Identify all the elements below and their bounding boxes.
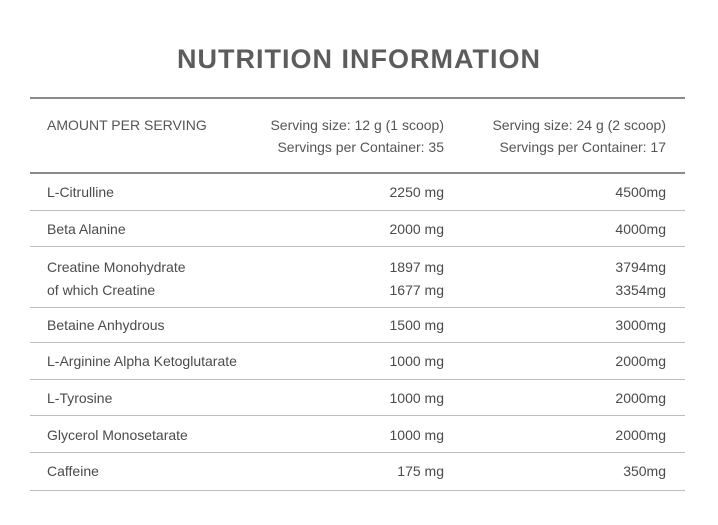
row-value-2-scoop: 2000mg [615, 427, 666, 443]
header-amount-per-serving: AMOUNT PER SERVING [47, 117, 207, 133]
row-value-1-scoop: 1000 mg [389, 390, 444, 406]
row-value-2-scoop: 350mg [623, 463, 666, 479]
page-title: NUTRITION INFORMATION [177, 44, 541, 74]
row-value-2-scoop: 3000mg [615, 317, 666, 333]
row-value-2-scoop: 4500mg [615, 184, 666, 200]
row-name: L-Arginine Alpha Ketoglutarate [47, 353, 237, 369]
row-value-1-scoop: 1000 mg [389, 353, 444, 369]
table-bottom-rule [30, 490, 685, 491]
row-name: Glycerol Monosetarate [47, 427, 188, 443]
row-name: L-Citrulline [47, 184, 114, 200]
header-rule [30, 172, 685, 174]
row-divider [30, 415, 685, 416]
row-name: Creatine Monohydrate [47, 259, 186, 275]
row-divider [30, 452, 685, 453]
header-serving-1-count: Servings per Container: 35 [277, 139, 444, 155]
row-sub-name: of which Creatine [47, 282, 156, 298]
row-value-2-scoop: 2000mg [615, 390, 666, 406]
row-divider [30, 246, 685, 247]
row-divider [30, 379, 685, 380]
row-value-2-scoop: 2000mg [615, 353, 666, 369]
header-serving-1-size: Serving size: 12 g (1 scoop) [270, 117, 444, 133]
table-top-rule [30, 97, 685, 99]
row-value-1-scoop: 1897 mg [389, 259, 444, 275]
row-divider [30, 342, 685, 343]
row-name: Beta Alanine [47, 221, 126, 237]
row-name: Caffeine [47, 463, 99, 479]
row-value-1-scoop: 175 mg [397, 463, 444, 479]
header-serving-2-count: Servings per Container: 17 [499, 139, 666, 155]
row-sub-value-2-scoop: 3354mg [615, 282, 666, 298]
row-value-1-scoop: 2250 mg [389, 184, 444, 200]
row-value-1-scoop: 1000 mg [389, 427, 444, 443]
row-name: Betaine Anhydrous [47, 317, 165, 333]
row-value-2-scoop: 3794mg [615, 259, 666, 275]
row-divider [30, 307, 685, 308]
row-value-2-scoop: 4000mg [615, 221, 666, 237]
row-name: L-Tyrosine [47, 390, 113, 406]
row-value-1-scoop: 2000 mg [389, 221, 444, 237]
header-serving-2-size: Serving size: 24 g (2 scoop) [492, 117, 666, 133]
row-sub-value-1-scoop: 1677 mg [389, 282, 444, 298]
row-value-1-scoop: 1500 mg [389, 317, 444, 333]
row-divider [30, 210, 685, 211]
